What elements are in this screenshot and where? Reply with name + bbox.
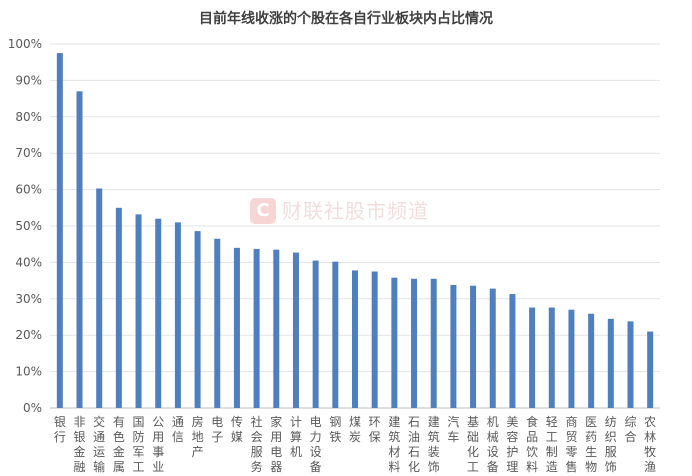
x-tick-label: 建筑装饰 <box>428 415 440 474</box>
bar <box>607 318 614 408</box>
y-tick-label: 30% <box>15 292 42 306</box>
bar <box>135 214 142 408</box>
x-tick-label: 社会服务 <box>251 414 263 474</box>
bar <box>214 238 221 408</box>
x-tick-label: 轻工制造 <box>546 415 558 474</box>
bar <box>76 91 83 408</box>
bar <box>273 249 280 408</box>
x-tick-label: 建筑材料 <box>388 415 400 474</box>
x-tick-label: 汽车 <box>447 414 459 444</box>
y-tick-label: 0% <box>23 401 42 415</box>
bar <box>292 252 299 408</box>
x-tick-label: 电力设备 <box>310 415 322 474</box>
bar <box>548 307 555 408</box>
y-axis-tick-labels: 0% 10% 20% 30% 40% 50% 60% 70% 80% 90% 100% <box>8 37 42 415</box>
x-tick-label: 基础化工 <box>467 415 479 474</box>
x-tick-label: 计算机 <box>290 415 302 459</box>
y-tick-label: 80% <box>15 110 42 124</box>
x-tick-label: 食品饮料 <box>526 414 538 474</box>
bar <box>647 331 654 408</box>
x-tick-label: 环保 <box>369 415 381 444</box>
bar <box>411 278 418 408</box>
watermark-text: 财联社股市频道 <box>282 199 429 223</box>
x-tick-label: 电子 <box>211 415 223 444</box>
bar <box>194 231 201 408</box>
x-tick-label: 机械设备 <box>487 415 499 474</box>
y-tick-label: 20% <box>15 328 42 342</box>
x-tick-label: 综合 <box>624 415 636 444</box>
y-tick-label: 100% <box>8 37 42 51</box>
x-tick-label: 美容护理 <box>506 415 518 474</box>
bar <box>588 313 595 408</box>
bar <box>312 260 319 408</box>
bar <box>56 53 63 408</box>
bar <box>96 188 103 408</box>
x-tick-label: 煤炭 <box>349 415 361 444</box>
chart-title: 目前年线收涨的个股在各自行业板块内占比情况 <box>199 11 493 27</box>
bar <box>470 285 477 408</box>
y-tick-label: 40% <box>15 255 42 269</box>
bar <box>352 270 358 408</box>
watermark: C 财联社股市频道 <box>250 196 470 226</box>
bar <box>155 218 162 408</box>
x-tick-label: 银行 <box>54 415 66 444</box>
watermark-logo-icon: C <box>250 198 276 224</box>
bar <box>568 309 575 408</box>
bar <box>115 207 122 408</box>
bar <box>529 307 536 408</box>
bar <box>391 277 398 408</box>
x-tick-label: 农林牧渔 <box>644 415 656 474</box>
x-tick-label: 纺织服饰 <box>605 415 617 474</box>
y-tick-label: 70% <box>15 146 42 160</box>
x-tick-label: 国防军工 <box>133 415 145 474</box>
x-tick-label: 有色金属 <box>113 415 125 474</box>
x-tick-label: 公用事业 <box>152 415 164 474</box>
x-tick-label: 传媒 <box>231 414 243 444</box>
x-tick-label: 通信 <box>172 415 184 444</box>
x-tick-label: 非银金融 <box>74 415 86 474</box>
bar <box>509 294 516 408</box>
bar <box>627 321 634 408</box>
x-tick-label: 钢铁 <box>329 415 341 444</box>
y-tick-label: 50% <box>15 219 42 233</box>
x-tick-label: 房地产 <box>192 414 204 459</box>
x-tick-label: 家用电器 <box>270 414 282 474</box>
y-tick-label: 90% <box>15 73 42 87</box>
bar <box>253 248 260 408</box>
x-tick-label: 交通运输 <box>93 414 105 474</box>
bars <box>56 53 654 408</box>
y-tick-label: 10% <box>15 365 42 379</box>
bar <box>233 247 240 408</box>
x-tick-label: 石油石化 <box>408 415 420 474</box>
bar <box>332 261 339 408</box>
bar <box>450 284 457 408</box>
bar <box>430 278 437 408</box>
x-tick-label: 医药生物 <box>585 415 597 474</box>
bar <box>174 222 181 408</box>
x-axis-tick-labels: 银行非银金融交通运输有色金属国防军工公用事业通信房地产电子传媒社会服务家用电器计… <box>54 414 656 474</box>
y-tick-label: 60% <box>15 183 42 197</box>
x-tick-label: 商贸零售 <box>565 414 577 474</box>
bar <box>371 271 378 408</box>
bar <box>489 288 496 408</box>
